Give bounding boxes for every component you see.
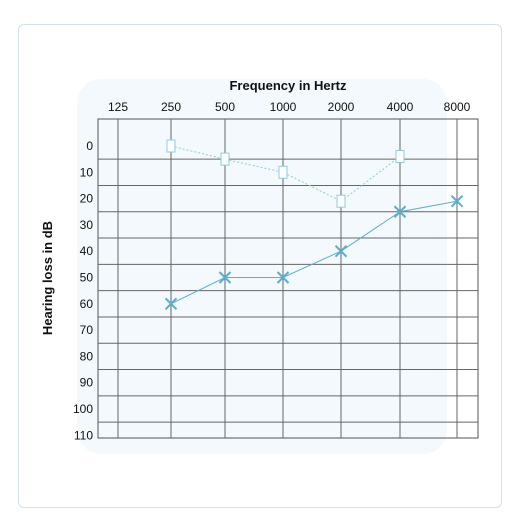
x-tick-label: 500 <box>215 100 235 114</box>
chart-title: Frequency in Hertz <box>229 78 347 93</box>
x-marker <box>218 271 232 284</box>
x-marker <box>164 297 178 311</box>
y-tick-label: 50 <box>80 271 94 285</box>
x-tick-label: 250 <box>161 100 181 114</box>
y-tick-label: 100 <box>73 402 93 416</box>
plot-frame <box>97 118 479 439</box>
x-marker-stroke <box>393 205 407 218</box>
y-tick-label: 80 <box>80 349 94 363</box>
x-marker <box>276 271 290 284</box>
y-tick-label: 70 <box>80 323 94 337</box>
bracket-marker <box>166 139 176 153</box>
x-marker <box>334 244 348 258</box>
y-tick-label: 90 <box>80 376 94 390</box>
x-marker-stroke <box>450 195 464 208</box>
chart-background <box>77 79 447 454</box>
bracket-marker <box>220 152 230 166</box>
y-tick-label: 30 <box>80 218 94 232</box>
x-marker-stroke <box>334 244 348 258</box>
x-marker-stroke <box>164 297 178 311</box>
x-tick-label: 2000 <box>328 100 355 114</box>
series-line <box>170 145 401 202</box>
x-marker <box>393 205 407 218</box>
bracket-marker <box>336 194 346 208</box>
grid <box>97 118 479 439</box>
y-tick-label: 60 <box>80 297 94 311</box>
x-tick-label: 8000 <box>444 100 471 114</box>
bracket-marker <box>395 150 405 164</box>
y-axis-label: Hearing loss in dB <box>40 221 55 335</box>
x-marker <box>450 195 464 208</box>
x-tick-label: 1000 <box>270 100 297 114</box>
x-marker-stroke <box>276 271 290 284</box>
y-tick-labels: 0 10 20 30 40 50 60 70 80 90 100 110 <box>73 139 93 442</box>
series-layer <box>164 139 464 311</box>
x-tick-label: 125 <box>108 100 128 114</box>
y-tick-label: 20 <box>80 192 94 206</box>
y-tick-label: 110 <box>74 428 93 442</box>
y-tick-label: 10 <box>80 165 94 179</box>
y-tick-label: 40 <box>80 244 94 258</box>
y-tick-label: 0 <box>86 139 93 153</box>
bracket-marker <box>278 165 288 179</box>
series-line <box>170 200 458 305</box>
x-tick-label: 4000 <box>387 100 414 114</box>
x-marker-stroke <box>218 271 232 284</box>
x-tick-labels: 125 250 500 1000 2000 4000 8000 <box>108 100 471 114</box>
